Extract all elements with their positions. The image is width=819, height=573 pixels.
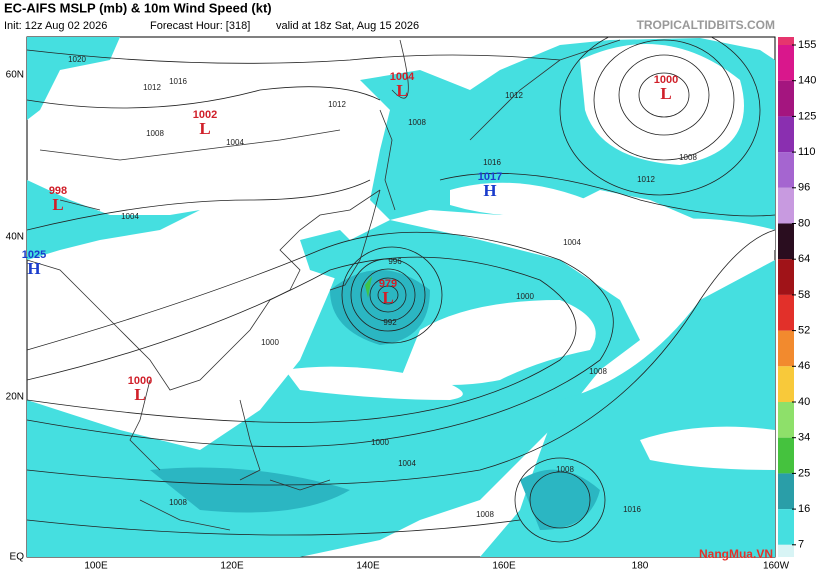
lon-label: 180 [632, 561, 649, 572]
colorbar-label: 140 [798, 75, 816, 87]
wind-shading [27, 37, 775, 557]
lon-label: 100E [84, 561, 108, 572]
lon-label: 120E [220, 561, 244, 572]
colorbar-swatch [778, 116, 794, 153]
colorbar-swatch [778, 437, 794, 474]
isobars [27, 37, 775, 543]
center-value: 1000 [128, 375, 152, 387]
isobar-label: 1004 [563, 238, 581, 247]
colorbar-label: 110 [798, 146, 816, 158]
colorbar-swatch [778, 330, 794, 367]
lat-label: 20N [6, 392, 24, 403]
center-symbol: L [396, 81, 407, 100]
colorbar-swatch [778, 366, 794, 402]
lon-label: 160W [763, 561, 790, 572]
colorbar: 155 140 125 110 96 80 64 58 52 46 40 34 25 16 7 [778, 37, 816, 557]
colorbar-swatch [778, 544, 794, 557]
colorbar-swatch [778, 259, 794, 295]
isobar-label: 992 [383, 318, 397, 327]
site: TROPICALTIDBITS.COM [637, 18, 775, 32]
colorbar-swatch [778, 187, 794, 224]
center-value: 1025 [22, 249, 46, 261]
colorbar-label: 125 [798, 110, 816, 122]
map [26, 36, 776, 558]
isobar-label: 1016 [169, 77, 187, 86]
colorbar-swatch [778, 152, 794, 188]
lon-label: 160E [492, 561, 516, 572]
colorbar-swatch [778, 80, 794, 117]
isobar-label: 1008 [679, 153, 697, 162]
isobar-label: 1008 [146, 129, 164, 138]
colorbar-swatch [778, 45, 794, 81]
center-value: 1002 [193, 109, 217, 121]
isobar-label: 1012 [143, 83, 161, 92]
colorbar-label: 96 [798, 182, 810, 194]
isobar-label: 1008 [476, 510, 494, 519]
lat-label: 40N [6, 232, 24, 243]
init: Init: 12z Aug 02 2026 [4, 20, 107, 32]
colorbar-label: 25 [798, 467, 810, 479]
isobar-label: 1000 [371, 438, 389, 447]
colorbar-label: 40 [798, 396, 810, 408]
colorbar-swatch [778, 294, 794, 331]
colorbar-swatch [778, 509, 794, 545]
center-value: 998 [49, 185, 67, 197]
lon-label: 140E [356, 561, 380, 572]
forecast: Forecast Hour: [318] [150, 20, 250, 32]
isobar-label: 1008 [169, 498, 187, 507]
center-symbol: L [382, 288, 393, 307]
center-symbol: L [52, 195, 63, 214]
isobar-label: 1012 [328, 100, 346, 109]
isobar-label: 1004 [121, 212, 139, 221]
lat-label: 60N [6, 70, 24, 81]
center-value: 1017 [478, 171, 502, 183]
isobar-label: 996 [388, 257, 402, 266]
isobar-label: 1008 [589, 367, 607, 376]
colorbar-swatch [778, 402, 794, 438]
center-value: 979 [379, 278, 397, 290]
watermark: NangMua.VN [699, 547, 773, 561]
colorbar-label: 155 [798, 39, 816, 51]
colorbar-label: 80 [798, 217, 810, 229]
isobar-label: 1016 [623, 505, 641, 514]
isobar-label: 1004 [398, 459, 416, 468]
isobar-label: 1012 [637, 175, 655, 184]
isobar-label: 1008 [556, 465, 574, 474]
colorbar-label: 52 [798, 325, 810, 337]
colorbar-label: 16 [798, 503, 810, 515]
isobar-label: 1012 [505, 91, 523, 100]
center-value: 1004 [390, 71, 415, 83]
center-symbol: H [27, 259, 40, 278]
title: EC-AIFS MSLP (mb) & 10m Wind Speed (kt) [4, 0, 272, 15]
colorbar-swatch [778, 37, 794, 45]
isobar-label: 1000 [516, 292, 534, 301]
lat-label: EQ [10, 552, 25, 563]
isobar-label: 1004 [226, 138, 244, 147]
center-value: 1000 [654, 74, 678, 86]
center-symbol: L [199, 119, 210, 138]
colorbar-label: 46 [798, 360, 810, 372]
colorbar-label: 64 [798, 253, 810, 265]
center-symbol: H [483, 181, 496, 200]
colorbar-label: 34 [798, 432, 810, 444]
colorbar-swatch [778, 473, 794, 510]
center-symbol: L [660, 84, 671, 103]
center-symbol: L [134, 385, 145, 404]
colorbar-swatch [778, 223, 794, 260]
isobar-label: 1008 [408, 118, 426, 127]
valid: valid at 18z Sat, Aug 15 2026 [276, 20, 419, 32]
isobar-label: 1020 [68, 55, 86, 64]
colorbar-label: 58 [798, 289, 810, 301]
isobar-label: 1000 [261, 338, 279, 347]
coastlines [27, 39, 621, 531]
isobar-label: 1016 [483, 158, 501, 167]
colorbar-label: 7 [798, 539, 804, 551]
